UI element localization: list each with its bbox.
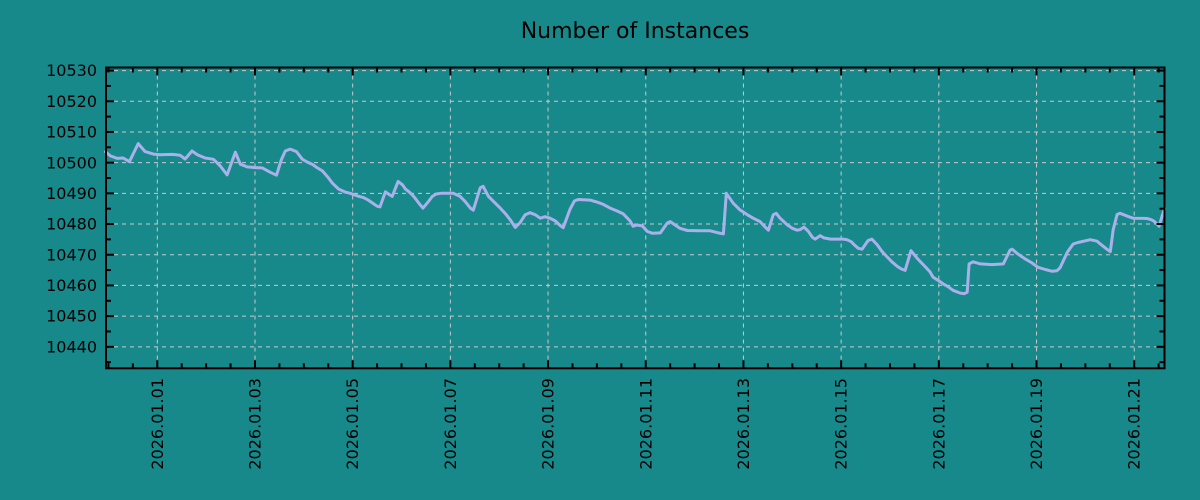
data-series [104,142,1166,296]
x-tick-label: 2026.01.17 [929,378,948,470]
y-tick-label: 10470 [46,245,97,264]
y-tick-label: 10450 [46,307,97,326]
y-tick-label: 10460 [46,276,97,295]
y-tick-label: 10530 [46,61,97,80]
y-tick-label: 10510 [46,123,97,142]
y-tick-label: 10520 [46,92,97,111]
y-tick-label: 10440 [46,337,97,356]
chart-title: Number of Instances [521,19,750,44]
x-tick-label: 2026.01.07 [441,378,460,470]
x-tick-label: 2026.01.05 [343,378,362,470]
series-line [104,142,1166,296]
y-tick-label: 10500 [46,153,97,172]
x-tick-label: 2026.01.03 [245,378,264,470]
x-tick-label: 2026.01.21 [1125,378,1144,470]
y-tick-label: 10490 [46,184,97,203]
y-tick-label: 10480 [46,215,97,234]
y-axis-labels: 10440 10450 10460 10470 10480 10490 10500 10510… [46,61,97,356]
x-tick-label: 2026.01.15 [832,378,851,470]
x-tick-label: 2026.01.11 [636,378,655,470]
axes-and-ticks [105,66,1166,370]
x-tick-label: 2026.01.01 [148,378,167,470]
x-tick-label: 2026.01.09 [539,378,558,470]
x-tick-label: 2026.01.13 [734,378,753,470]
x-tick-label: 2026.01.19 [1027,378,1046,470]
x-axis-labels: 2026.01.01 2026.01.03 2026.01.05 2026.01.07… [148,378,1144,470]
